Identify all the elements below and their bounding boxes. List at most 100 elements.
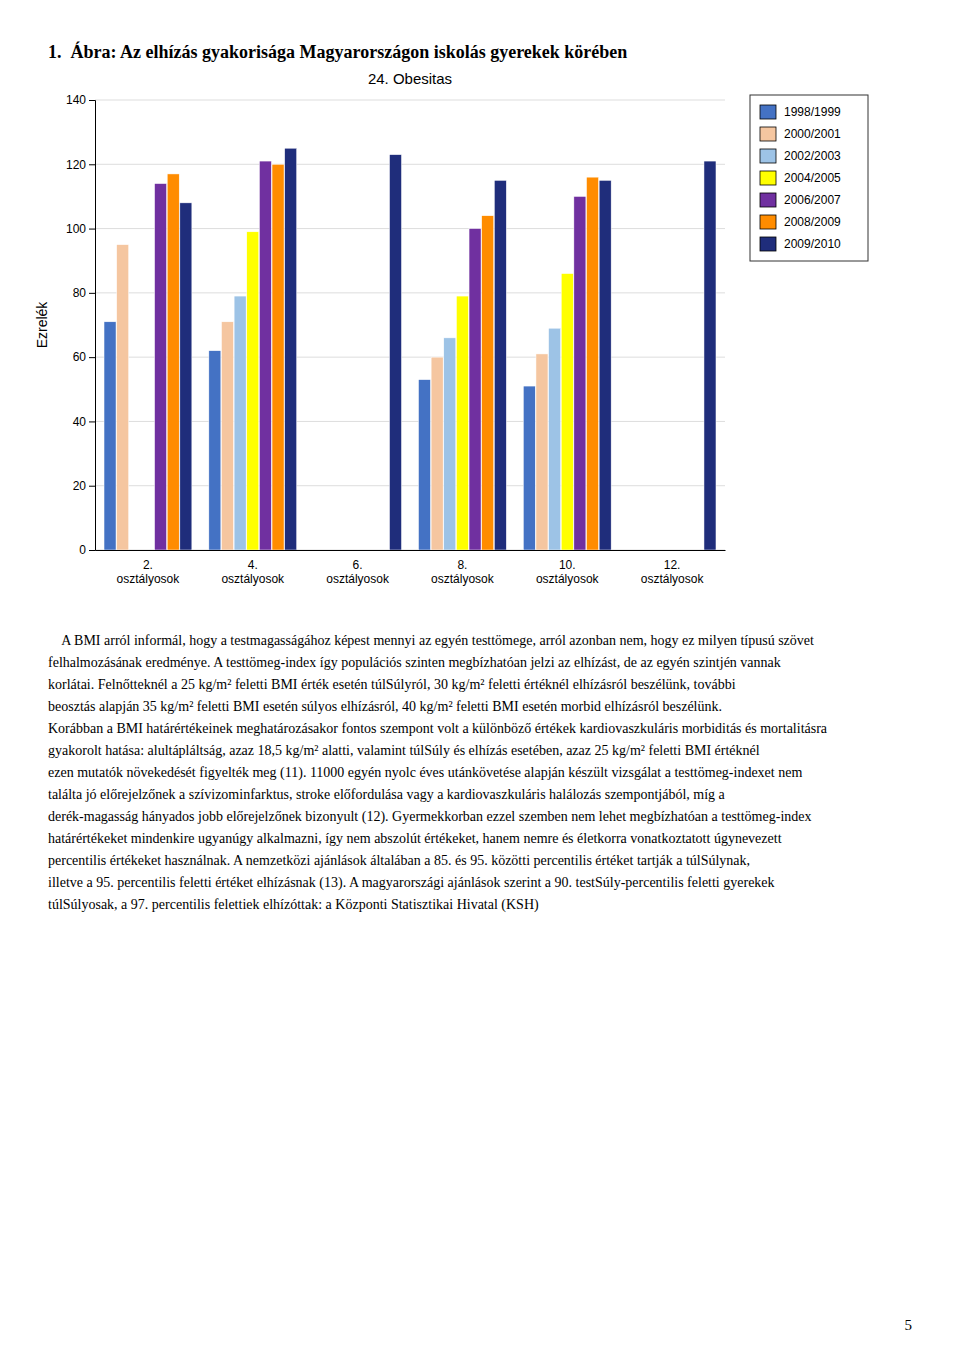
bar bbox=[599, 180, 611, 550]
bar bbox=[666, 550, 678, 551]
bar bbox=[494, 180, 506, 550]
x-tick-label-line: osztályosok bbox=[536, 572, 600, 586]
x-tick-label-line: 2. bbox=[143, 558, 153, 572]
legend-item: 2008/2009 bbox=[760, 215, 841, 229]
grid-line bbox=[95, 164, 725, 165]
legend-item: 2006/2007 bbox=[760, 193, 841, 207]
legend-label: 2002/2003 bbox=[784, 149, 841, 163]
y-axis: 020406080100120140 bbox=[66, 93, 96, 557]
legend-label: 2009/2010 bbox=[784, 237, 841, 251]
y-tick-label: 100 bbox=[66, 222, 86, 236]
y-tick-mark bbox=[89, 357, 95, 358]
bar bbox=[180, 203, 192, 550]
y-tick-mark bbox=[89, 229, 95, 230]
legend-label: 2004/2005 bbox=[784, 171, 841, 185]
bar bbox=[339, 550, 351, 551]
x-tick-label: 2.osztályosok bbox=[117, 558, 181, 586]
bar bbox=[259, 161, 271, 550]
legend-swatch bbox=[760, 127, 776, 141]
legend-item: 2009/2010 bbox=[760, 237, 841, 251]
bar-series bbox=[180, 148, 716, 550]
bar bbox=[209, 351, 221, 550]
x-tick: 10.osztályosok bbox=[536, 550, 600, 586]
legend-swatch bbox=[760, 149, 776, 163]
y-tick: 120 bbox=[66, 158, 95, 172]
bar bbox=[679, 550, 691, 551]
bar bbox=[117, 245, 129, 550]
x-tick-label-line: osztályosok bbox=[221, 572, 285, 586]
x-tick: 4.osztályosok bbox=[221, 550, 285, 586]
body-line: beosztás alapján 35 kg/m² feletti BMI es… bbox=[48, 699, 722, 714]
bar bbox=[574, 196, 586, 550]
y-tick-mark bbox=[89, 486, 95, 487]
y-tick-label: 120 bbox=[66, 158, 86, 172]
x-tick-label: 6.osztályosok bbox=[326, 558, 390, 586]
body-text: A BMI arról informál, hogy a testmagassá… bbox=[48, 633, 828, 913]
x-tick-label-line: osztályosok bbox=[117, 572, 181, 586]
y-tick-label: 0 bbox=[79, 543, 86, 557]
chart-title: 24. Obesitas bbox=[368, 70, 452, 87]
y-tick-label: 140 bbox=[66, 93, 86, 107]
body-line: határértékeket mindenkire ugyanúgy alkal… bbox=[48, 831, 782, 846]
x-axis-line bbox=[96, 550, 726, 551]
bar bbox=[167, 174, 179, 550]
legend-swatch bbox=[760, 193, 776, 207]
body-line: ezen mutatók növekedését figyelték meg (… bbox=[48, 765, 802, 781]
bar bbox=[691, 550, 703, 551]
bar bbox=[285, 148, 297, 550]
bar bbox=[536, 354, 548, 550]
body-line: felhalmozásának eredménye. A testtömeg-i… bbox=[48, 655, 781, 670]
x-tick-label-line: osztályosok bbox=[431, 572, 495, 586]
y-tick-mark bbox=[89, 550, 95, 551]
legend-swatch bbox=[760, 105, 776, 119]
legend-swatch bbox=[760, 237, 776, 251]
legend-item: 1998/1999 bbox=[760, 105, 841, 119]
bars bbox=[104, 148, 716, 550]
bar bbox=[221, 322, 233, 550]
x-tick-label: 4.osztályosok bbox=[221, 558, 285, 586]
bar bbox=[418, 380, 430, 550]
legend-label: 2000/2001 bbox=[784, 127, 841, 141]
bar bbox=[587, 177, 599, 550]
bar-series bbox=[167, 164, 598, 550]
x-tick-label: 10.osztályosok bbox=[536, 558, 600, 586]
bar bbox=[704, 161, 716, 550]
body-line: gyakorolt hatása: alultápláltság, azaz 1… bbox=[48, 743, 760, 758]
x-tick-label-line: 6. bbox=[353, 558, 363, 572]
footer-number: 5 bbox=[905, 1317, 913, 1333]
y-tick: 40 bbox=[73, 415, 95, 429]
grid-line bbox=[95, 100, 725, 101]
x-tick-label-line: 12. bbox=[664, 558, 681, 572]
y-tick-mark bbox=[89, 100, 95, 101]
bar bbox=[247, 232, 259, 550]
bar bbox=[272, 164, 284, 550]
bar bbox=[469, 229, 481, 550]
bar bbox=[561, 274, 573, 550]
bar bbox=[456, 296, 468, 550]
y-tick: 80 bbox=[73, 286, 95, 300]
bar-series bbox=[155, 161, 586, 550]
y-tick: 140 bbox=[66, 93, 95, 107]
bar bbox=[444, 338, 456, 550]
bar bbox=[641, 550, 653, 551]
legend-label: 2008/2009 bbox=[784, 215, 841, 229]
page: 1. Ábra: Az elhízás gyakorisága Magyaror… bbox=[0, 0, 960, 1350]
bar bbox=[389, 155, 401, 550]
body-line: korlátai. Felnőtteknél a 25 kg/m² felett… bbox=[48, 677, 736, 692]
x-tick: 8.osztályosok bbox=[431, 550, 495, 586]
page-title: 1. Ábra: Az elhízás gyakorisága Magyaror… bbox=[48, 41, 627, 62]
legend-item: 2000/2001 bbox=[760, 127, 841, 141]
x-tick-label-line: 8. bbox=[457, 558, 467, 572]
bar bbox=[377, 550, 389, 551]
legend-label: 2006/2007 bbox=[784, 193, 841, 207]
bar bbox=[523, 386, 535, 550]
legend: 1998/1999 2000/2001 2002/2003 2004/2005 2006… bbox=[750, 95, 868, 261]
body-line: derék-magasság hányados jobb előrejelzőn… bbox=[48, 809, 812, 825]
x-tick: 6.osztályosok bbox=[326, 550, 390, 586]
bar bbox=[482, 216, 494, 550]
body-line: A BMI arról informál, hogy a testmagassá… bbox=[48, 633, 814, 648]
bar bbox=[314, 550, 326, 551]
y-tick-mark bbox=[89, 421, 95, 422]
y-axis-line bbox=[89, 101, 96, 551]
grid bbox=[95, 100, 725, 550]
